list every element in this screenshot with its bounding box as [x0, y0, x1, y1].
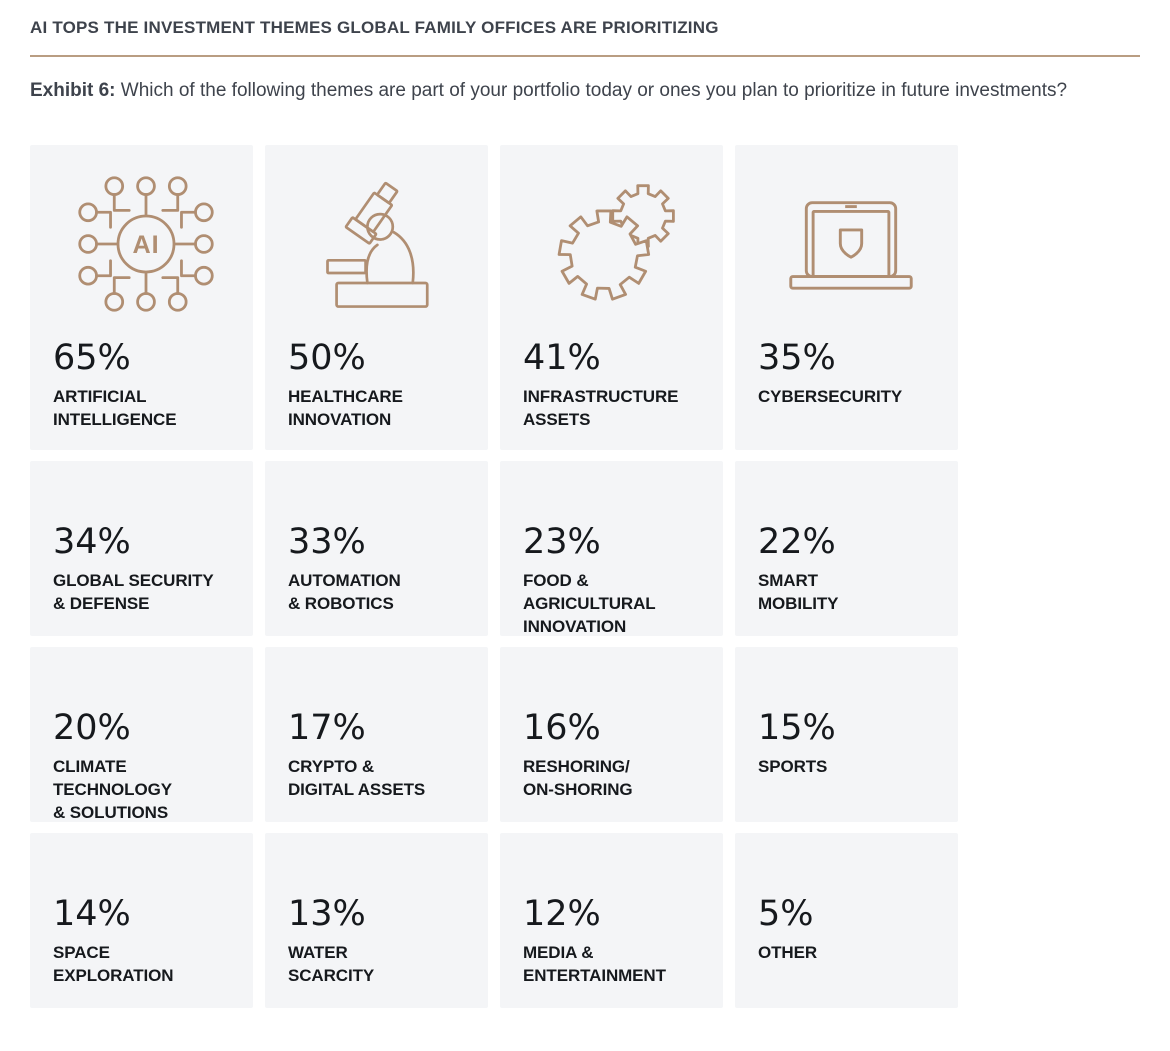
theme-card-other: 5% OTHER	[735, 833, 958, 1008]
theme-label: AUTOMATION & ROBOTICS	[288, 571, 401, 613]
theme-card-healthcare-innovation: 50% HEALTHCARE INNOVATION	[265, 145, 488, 450]
theme-percentage: 35%	[758, 338, 836, 378]
theme-percentage: 12%	[523, 894, 601, 934]
theme-label: MEDIA & ENTERTAINMENT	[523, 943, 666, 985]
theme-card-food-agricultural-innovation: 23% FOOD & AGRICULTURAL INNOVATION	[500, 461, 723, 636]
theme-card-smart-mobility: 22% SMART MOBILITY	[735, 461, 958, 636]
themes-grid: AI 65% ARTIFICIAL	[30, 145, 1140, 1008]
theme-label: HEALTHCARE INNOVATION	[288, 387, 403, 429]
theme-label: CLIMATE TECHNOLOGY & SOLUTIONS	[53, 757, 172, 822]
theme-percentage: 20%	[53, 708, 131, 748]
theme-percentage: 5%	[758, 894, 814, 934]
theme-card-space-exploration: 14% SPACE EXPLORATION	[30, 833, 253, 1008]
theme-card-automation-robotics: 33% AUTOMATION & ROBOTICS	[265, 461, 488, 636]
theme-label: SPACE EXPLORATION	[53, 943, 174, 985]
theme-percentage: 14%	[53, 894, 131, 934]
theme-label: INFRASTRUCTURE ASSETS	[523, 387, 679, 429]
theme-percentage: 65%	[53, 338, 131, 378]
microscope-icon	[288, 169, 474, 319]
theme-label: CRYPTO & DIGITAL ASSETS	[288, 757, 426, 799]
theme-card-infrastructure-assets: 41% INFRASTRUCTURE ASSETS	[500, 145, 723, 450]
gears-icon	[523, 169, 709, 319]
theme-percentage: 41%	[523, 338, 601, 378]
report-page: AI TOPS THE INVESTMENT THEMES GLOBAL FAM…	[30, 18, 1140, 1008]
theme-card-cybersecurity: 35% CYBERSECURITY	[735, 145, 958, 450]
theme-percentage: 23%	[523, 522, 601, 562]
theme-card-climate-technology-solutions: 20% CLIMATE TECHNOLOGY & SOLUTIONS	[30, 647, 253, 822]
ai-network-icon: AI	[53, 169, 239, 319]
theme-card-crypto-digital-assets: 17% CRYPTO & DIGITAL ASSETS	[265, 647, 488, 822]
theme-card-water-scarcity: 13% WATER SCARCITY	[265, 833, 488, 1008]
theme-label: FOOD & AGRICULTURAL INNOVATION	[523, 571, 656, 636]
theme-label: CYBERSECURITY	[758, 387, 903, 406]
theme-percentage: 16%	[523, 708, 601, 748]
title-divider	[30, 55, 1140, 57]
theme-percentage: 34%	[53, 522, 131, 562]
theme-label: SPORTS	[758, 757, 828, 776]
theme-percentage: 13%	[288, 894, 366, 934]
page-title: AI TOPS THE INVESTMENT THEMES GLOBAL FAM…	[30, 18, 719, 37]
theme-percentage: 22%	[758, 522, 836, 562]
theme-percentage: 33%	[288, 522, 366, 562]
theme-percentage: 50%	[288, 338, 366, 378]
theme-card-artificial-intelligence: AI 65% ARTIFICIAL	[30, 145, 253, 450]
theme-percentage: 17%	[288, 708, 366, 748]
svg-text:AI: AI	[132, 231, 159, 259]
theme-card-sports: 15% SPORTS	[735, 647, 958, 822]
exhibit-question: Which of the following themes are part o…	[120, 80, 1068, 101]
theme-label: OTHER	[758, 943, 818, 962]
laptop-shield-icon	[758, 169, 944, 319]
theme-card-media-entertainment: 12% MEDIA & ENTERTAINMENT	[500, 833, 723, 1008]
theme-label: SMART MOBILITY	[758, 571, 839, 613]
theme-card-reshoring-on-shoring: 16% RESHORING/ ON-SHORING	[500, 647, 723, 822]
theme-label: WATER SCARCITY	[288, 943, 375, 985]
theme-card-global-security-defense: 34% GLOBAL SECURITY & DEFENSE	[30, 461, 253, 636]
theme-label: GLOBAL SECURITY & DEFENSE	[53, 571, 214, 613]
theme-label: ARTIFICIAL INTELLIGENCE	[53, 387, 177, 429]
exhibit-label: Exhibit 6:	[30, 80, 116, 101]
theme-percentage: 15%	[758, 708, 836, 748]
exhibit-caption: Exhibit 6: Which of the following themes…	[30, 78, 1140, 103]
theme-label: RESHORING/ ON-SHORING	[523, 757, 633, 799]
